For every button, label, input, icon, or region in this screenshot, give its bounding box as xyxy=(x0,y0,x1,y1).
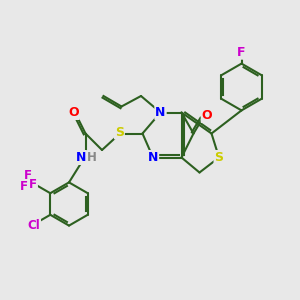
Text: S: S xyxy=(115,125,124,139)
Text: O: O xyxy=(68,106,79,119)
Text: F: F xyxy=(237,46,246,59)
Text: N: N xyxy=(148,151,158,164)
Text: F: F xyxy=(29,178,37,191)
Text: F: F xyxy=(24,169,32,182)
Text: O: O xyxy=(202,109,212,122)
Text: F: F xyxy=(20,180,27,193)
Text: S: S xyxy=(214,151,224,164)
Text: Cl: Cl xyxy=(27,219,40,232)
Text: N: N xyxy=(76,151,86,164)
Text: H: H xyxy=(87,151,97,164)
Text: N: N xyxy=(155,106,166,119)
